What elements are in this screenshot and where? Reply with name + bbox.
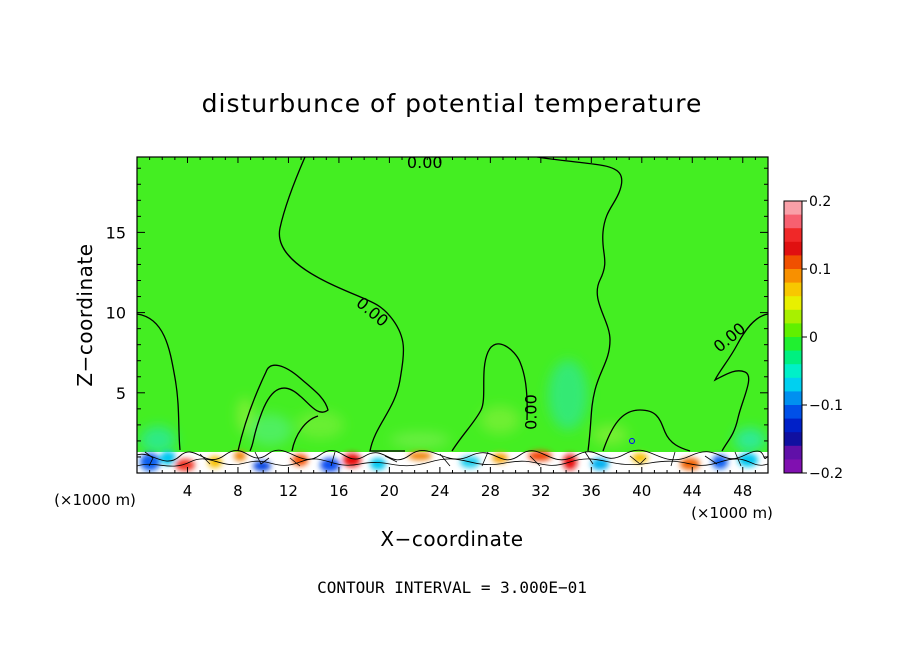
x-tick-label: 20 bbox=[380, 482, 399, 500]
colorbar-swatch bbox=[784, 282, 802, 297]
colorbar-swatch bbox=[784, 323, 802, 338]
x-tick-label: 32 bbox=[531, 482, 550, 500]
colorbar-tick-label: −0.2 bbox=[809, 466, 843, 482]
x-axis-label: X−coordinate bbox=[380, 527, 523, 551]
x-tick-label: 4 bbox=[183, 482, 193, 500]
field-anomalies bbox=[140, 360, 766, 454]
colorbar-swatch bbox=[784, 337, 802, 352]
boundary-layer bbox=[137, 449, 768, 473]
x-tick-label: 12 bbox=[279, 482, 298, 500]
colorbar-swatch bbox=[784, 445, 802, 460]
colorbar-tick-label: 0.1 bbox=[809, 262, 831, 278]
colorbar-swatch bbox=[784, 214, 802, 229]
colorbar-swatch bbox=[784, 405, 802, 420]
colorbar-swatch bbox=[784, 296, 802, 311]
x-axis-ticks: 4 8 12 16 20 24 28 32 36 40 44 48 bbox=[149, 157, 756, 500]
colorbar-swatch bbox=[784, 418, 802, 433]
x-tick-label: 48 bbox=[733, 482, 752, 500]
y-tick-label: 15 bbox=[106, 223, 126, 242]
colorbar-swatch bbox=[784, 391, 802, 406]
y-axis-ticks: 5 10 15 bbox=[106, 167, 768, 458]
colorbar-swatch bbox=[784, 432, 802, 447]
colorbar-swatch bbox=[784, 228, 802, 243]
contour-interval-note: CONTOUR INTERVAL = 3.000E−01 bbox=[317, 578, 587, 597]
colorbar-swatch bbox=[784, 241, 802, 256]
y-tick-label: 5 bbox=[116, 384, 126, 403]
colorbar-tick-label: 0 bbox=[809, 330, 818, 346]
chart-title: disturbunce of potential temperature bbox=[202, 89, 703, 118]
x-tick-label: 8 bbox=[233, 482, 243, 500]
x-tick-label: 16 bbox=[329, 482, 348, 500]
plot-area: 0.000.000.000.00 bbox=[137, 153, 768, 473]
x-tick-label: 28 bbox=[481, 482, 500, 500]
colorbar-swatch bbox=[784, 364, 802, 379]
colorbar-swatch bbox=[784, 459, 802, 474]
y-tick-label: 10 bbox=[106, 304, 126, 323]
y-axis-unit: (×1000 m) bbox=[54, 491, 136, 509]
colorbar-swatch bbox=[784, 350, 802, 365]
colorbar-swatch bbox=[784, 269, 802, 284]
x-axis-unit: (×1000 m) bbox=[691, 504, 773, 522]
contour-lines bbox=[137, 157, 768, 452]
y-axis-label: Z−coordinate bbox=[73, 243, 97, 386]
colorbar bbox=[783, 200, 803, 474]
colorbar-swatch bbox=[784, 309, 802, 324]
contour-label: 0.00 bbox=[407, 153, 443, 172]
colorbar-swatch bbox=[784, 377, 802, 392]
contour-label: 0.00 bbox=[522, 394, 541, 430]
x-tick-label: 44 bbox=[683, 482, 702, 500]
x-tick-label: 40 bbox=[632, 482, 651, 500]
colorbar-swatch bbox=[784, 201, 802, 216]
x-tick-label: 24 bbox=[430, 482, 449, 500]
x-tick-label: 36 bbox=[582, 482, 601, 500]
small-contour-loop bbox=[629, 438, 635, 444]
colorbar-tick-label: 0.2 bbox=[809, 194, 831, 210]
colorbar-ticks: 0.2 0.1 0 −0.1 −0.2 bbox=[802, 194, 843, 482]
colorbar-swatch bbox=[784, 255, 802, 270]
colorbar-tick-label: −0.1 bbox=[809, 398, 843, 414]
field-background bbox=[137, 157, 768, 473]
